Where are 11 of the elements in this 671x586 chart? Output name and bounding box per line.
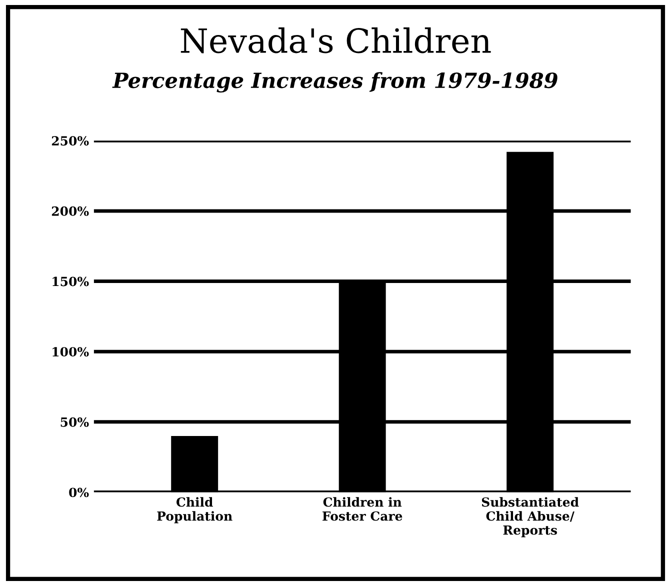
chart-title: Nevada's Children [180,27,491,54]
y-tick-label: 150% [52,276,89,286]
x-tick-label: Children in Foster Care [322,497,402,521]
x-tick-label: Substantiated Child Abuse/ Reports [482,497,579,538]
y-tick-label: 50% [60,417,89,427]
y-tick-label: 0% [69,488,89,498]
y-tick-label: 100% [52,347,89,357]
y-tick-label: 200% [52,206,89,216]
chart-subtitle: Percentage Increases from 1979-1989 [112,72,558,93]
x-tick-label: Child Population [157,497,232,524]
y-tick-label: 250% [52,136,89,146]
